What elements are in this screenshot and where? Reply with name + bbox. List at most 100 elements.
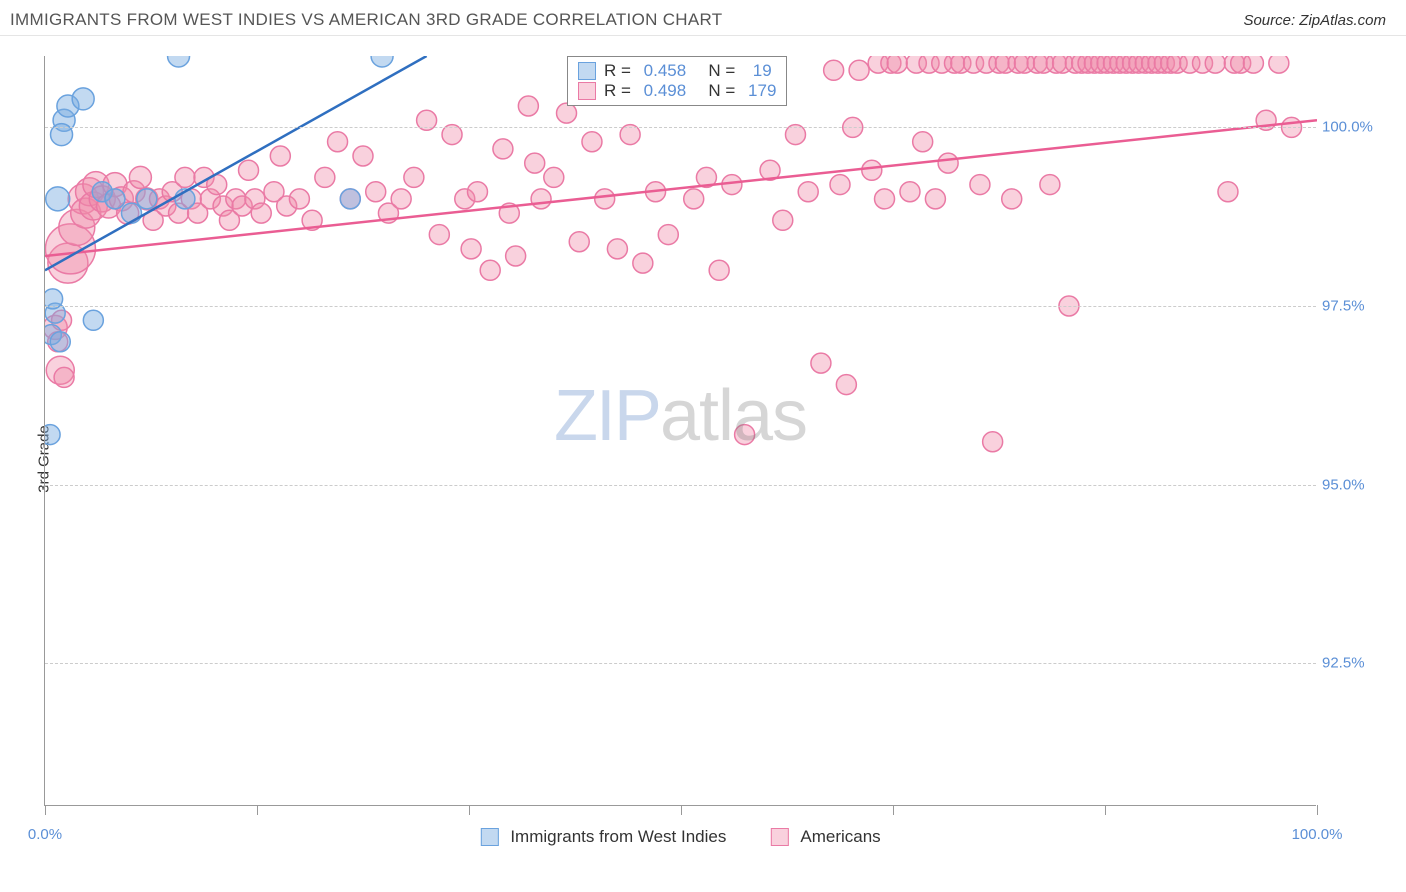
scatter-point (582, 132, 602, 152)
scatter-point (72, 88, 94, 110)
gridline-h (45, 663, 1316, 664)
legend-bottom: Immigrants from West Indies Americans (480, 827, 880, 847)
scatter-point (900, 182, 920, 202)
scatter-point (1205, 53, 1225, 73)
xtick (1105, 805, 1106, 815)
scatter-point (506, 246, 526, 266)
xtick-label-left: 0.0% (28, 826, 62, 843)
scatter-point (54, 367, 74, 387)
legend-n-value-0: 19 (753, 61, 772, 81)
scatter-point (137, 189, 157, 209)
legend-stats-row-0: R = 0.458 N = 19 (578, 61, 776, 81)
scatter-point (121, 203, 141, 223)
scatter-point (830, 175, 850, 195)
legend-swatch-1 (578, 82, 596, 100)
gridline-h (45, 306, 1316, 307)
scatter-point (773, 210, 793, 230)
scatter-point (493, 139, 513, 159)
scatter-point (913, 132, 933, 152)
scatter-point (1269, 53, 1289, 73)
legend-r-label-0: R = (604, 61, 636, 81)
scatter-point (607, 239, 627, 259)
scatter-point (1040, 175, 1060, 195)
scatter-point (353, 146, 373, 166)
scatter-point (798, 182, 818, 202)
legend-r-value-0: 0.458 (644, 61, 687, 81)
legend-n-label-1: N = (694, 81, 740, 101)
scatter-point (129, 166, 151, 188)
scatter-point (658, 225, 678, 245)
xtick (469, 805, 470, 815)
legend-stats: R = 0.458 N = 19 R = 0.498 N = 179 (567, 56, 787, 106)
plot-svg (45, 56, 1316, 805)
scatter-point (429, 225, 449, 245)
scatter-point (1243, 53, 1263, 73)
scatter-point (175, 167, 195, 187)
scatter-point (709, 260, 729, 280)
scatter-point (824, 60, 844, 80)
scatter-point (1002, 189, 1022, 209)
ytick-label: 97.5% (1322, 298, 1392, 315)
xtick (893, 805, 894, 815)
plot-area: R = 0.458 N = 19 R = 0.498 N = 179 ZIPat… (44, 56, 1316, 806)
scatter-point (239, 160, 259, 180)
legend-r-value-1: 0.498 (644, 81, 687, 101)
scatter-point (289, 189, 309, 209)
scatter-point (46, 187, 70, 211)
legend-bottom-label-1: Americans (800, 827, 880, 847)
xtick (257, 805, 258, 815)
scatter-point (328, 132, 348, 152)
scatter-point (849, 60, 869, 80)
scatter-point (340, 189, 360, 209)
scatter-point (531, 189, 551, 209)
scatter-point (735, 425, 755, 445)
legend-n-label-0: N = (694, 61, 745, 81)
legend-bottom-swatch-1 (770, 828, 788, 846)
scatter-point (1218, 182, 1238, 202)
gridline-h (45, 127, 1316, 128)
scatter-point (557, 103, 577, 123)
gridline-h (45, 485, 1316, 486)
xtick (681, 805, 682, 815)
legend-bottom-swatch-0 (480, 828, 498, 846)
xtick (1317, 805, 1318, 815)
legend-n-value-1: 179 (748, 81, 776, 101)
scatter-point (983, 432, 1003, 452)
scatter-point (83, 310, 103, 330)
legend-swatch-0 (578, 62, 596, 80)
xtick (45, 805, 46, 815)
scatter-point (480, 260, 500, 280)
scatter-point (970, 175, 990, 195)
scatter-point (862, 160, 882, 180)
ytick-label: 100.0% (1322, 119, 1392, 136)
scatter-point (168, 45, 190, 67)
scatter-point (461, 239, 481, 259)
scatter-point (633, 253, 653, 273)
scatter-point (366, 182, 386, 202)
scatter-point (925, 189, 945, 209)
scatter-point (525, 153, 545, 173)
chart-source: Source: ZipAtlas.com (1243, 12, 1386, 29)
legend-r-label-1: R = (604, 81, 636, 101)
ytick-label: 95.0% (1322, 476, 1392, 493)
scatter-point (270, 146, 290, 166)
scatter-point (391, 189, 411, 209)
chart-title: IMMIGRANTS FROM WEST INDIES VS AMERICAN … (10, 10, 722, 30)
legend-stats-row-1: R = 0.498 N = 179 (578, 81, 776, 101)
chart-container: 3rd Grade R = 0.458 N = 19 R = 0.498 N =… (0, 36, 1406, 881)
scatter-point (569, 232, 589, 252)
scatter-point (105, 189, 125, 209)
scatter-point (684, 189, 704, 209)
scatter-point (50, 332, 70, 352)
scatter-point (371, 45, 393, 67)
scatter-point (595, 189, 615, 209)
scatter-point (467, 182, 487, 202)
legend-bottom-label-0: Immigrants from West Indies (510, 827, 726, 847)
xtick-label-right: 100.0% (1292, 826, 1343, 843)
scatter-point (887, 53, 907, 73)
chart-header: IMMIGRANTS FROM WEST INDIES VS AMERICAN … (0, 0, 1406, 36)
scatter-point (40, 425, 60, 445)
scatter-point (938, 153, 958, 173)
scatter-point (836, 375, 856, 395)
scatter-point (404, 167, 424, 187)
